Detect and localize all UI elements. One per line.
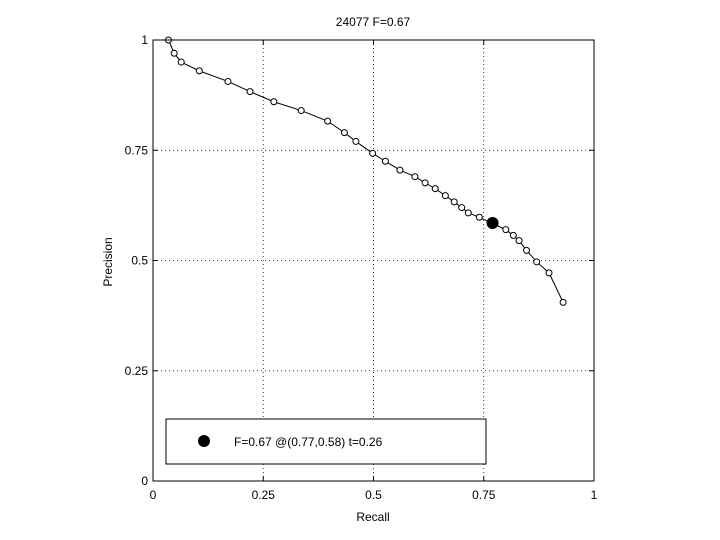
data-point	[297, 107, 305, 115]
best-f-point	[486, 217, 499, 230]
data-point	[458, 204, 466, 212]
x-tick-label: 1	[591, 488, 598, 502]
data-point	[270, 98, 278, 106]
x-tick-label: 0.25	[252, 488, 276, 502]
legend-label: F=0.67 @(0.77,0.58) t=0.26	[234, 435, 383, 449]
data-point	[246, 88, 254, 96]
series-layer	[164, 36, 567, 306]
legend-box	[165, 418, 487, 465]
data-point	[559, 298, 567, 306]
data-point	[450, 198, 458, 206]
y-tick-label: 0.25	[125, 364, 149, 378]
legend: F=0.67 @(0.77,0.58) t=0.26	[165, 418, 487, 465]
x-tick-label: 0.75	[472, 488, 496, 502]
y-tick-label: 0.75	[125, 143, 149, 157]
data-point	[431, 185, 439, 193]
data-point	[411, 173, 419, 181]
legend-marker	[198, 435, 210, 447]
data-point	[170, 49, 178, 57]
y-axis-label: Precision	[101, 237, 115, 286]
data-point	[324, 117, 332, 125]
data-point	[224, 77, 232, 85]
y-tick-label: 0.5	[131, 254, 148, 268]
data-point	[515, 237, 523, 245]
data-point	[545, 269, 553, 277]
ticks: 0 0.25 0.5 0.75 1 0 0.25 0.5 0.75 1	[125, 33, 598, 502]
x-tick-label: 0	[150, 488, 157, 502]
data-point	[441, 192, 449, 200]
data-point	[396, 166, 404, 174]
x-tick-label: 0.5	[365, 488, 382, 502]
data-point	[502, 226, 510, 234]
y-tick-label: 1	[141, 33, 148, 47]
data-point	[421, 179, 429, 187]
data-point	[352, 137, 360, 145]
data-point	[523, 246, 531, 254]
chart-title: 24077 F=0.67	[336, 15, 411, 29]
data-point	[340, 129, 348, 137]
data-point	[177, 58, 185, 66]
data-point	[195, 67, 203, 75]
data-point	[509, 231, 517, 239]
x-axis-label: Recall	[356, 510, 389, 524]
y-tick-label: 0	[141, 474, 148, 488]
data-point	[533, 258, 541, 266]
data-point	[464, 209, 472, 217]
data-point	[369, 149, 377, 157]
data-point	[475, 213, 483, 221]
data-point	[381, 157, 389, 165]
